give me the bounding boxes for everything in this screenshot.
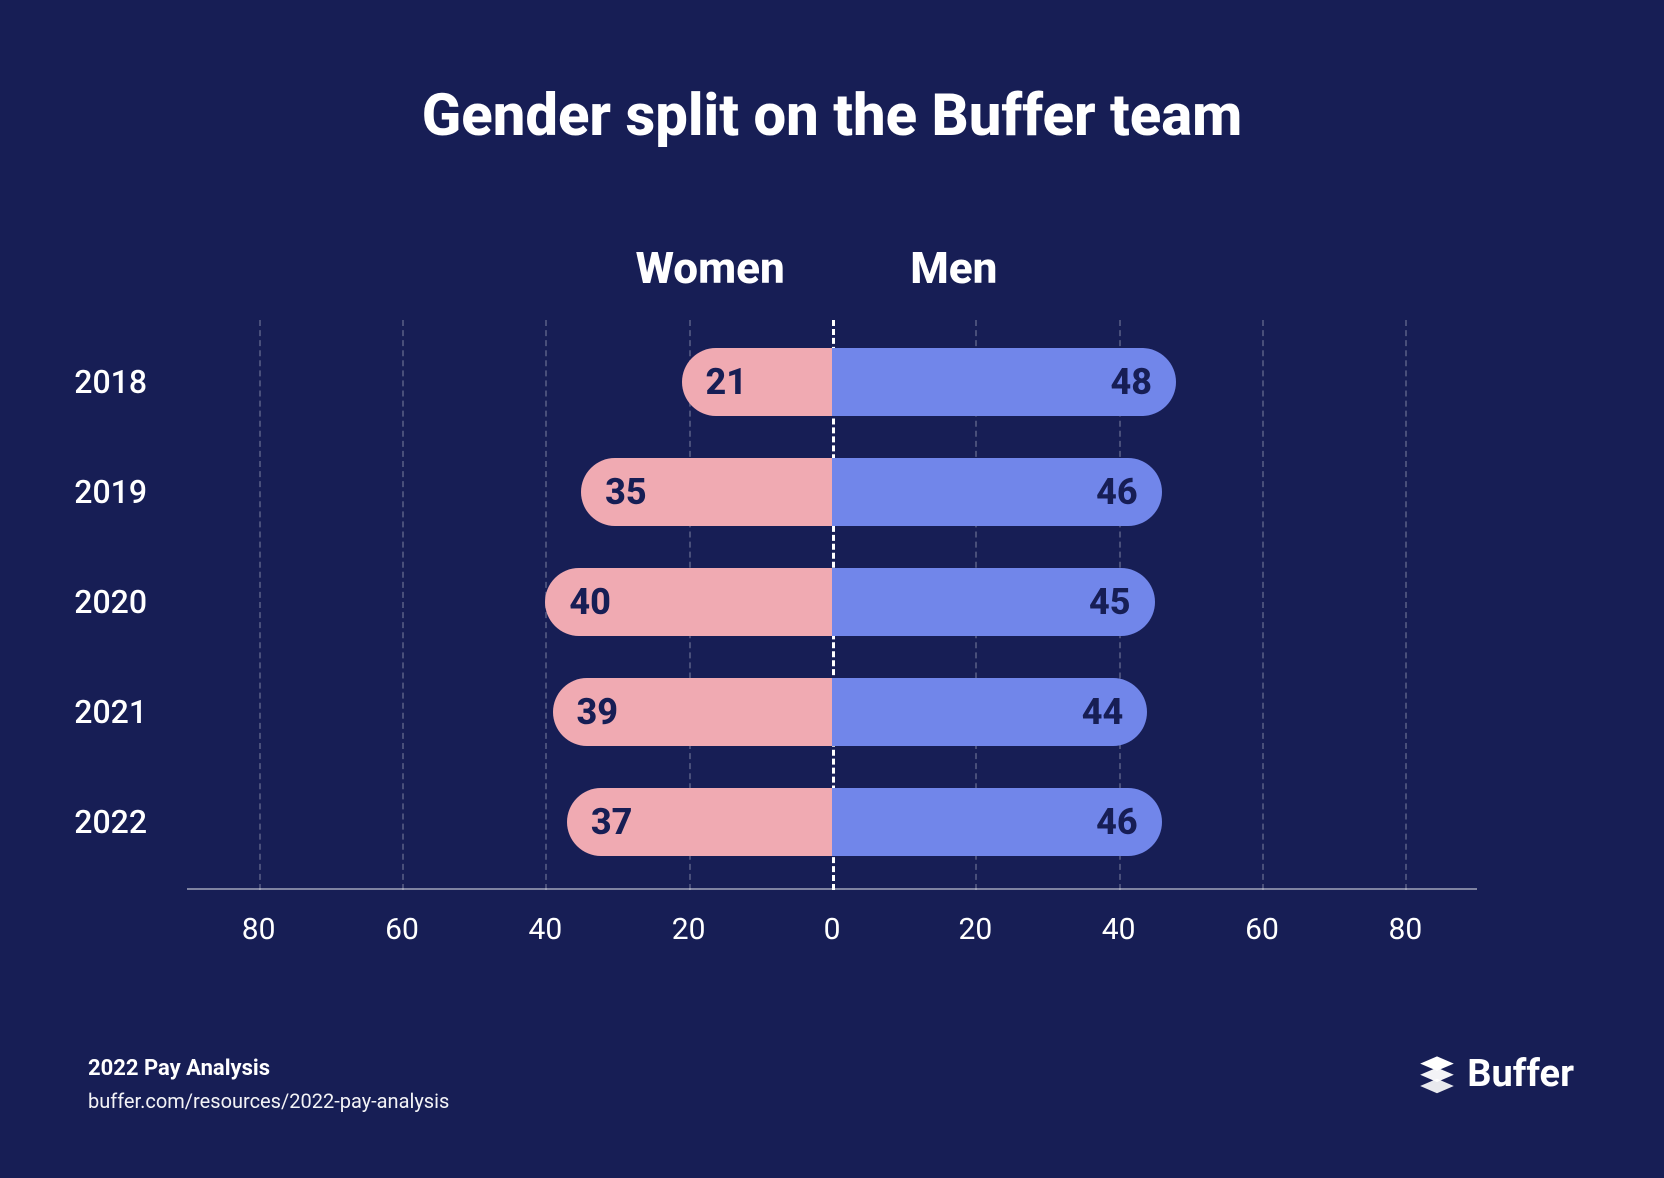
bar-row: 20204045 [187,568,1477,636]
bar-value-women: 21 [682,361,772,403]
buffer-logo-icon [1417,1054,1457,1094]
x-tick-label: 0 [824,912,841,947]
bar-row: 20193546 [187,458,1477,526]
bar-value-women: 40 [545,581,635,623]
bar-row: 20182148 [187,348,1477,416]
footer-url: buffer.com/resources/2022-pay-analysis [88,1089,449,1113]
footer-title: 2022 Pay Analysis [88,1056,449,1081]
y-axis-label: 2019 [74,473,187,511]
bar-men: 46 [832,458,1162,526]
diverging-bar-chart: WomenMen20182148201935462020404520213944… [187,320,1477,890]
x-tick-label: 40 [1102,912,1136,947]
x-tick-label: 80 [242,912,276,947]
brand: Buffer [1417,1052,1574,1096]
infographic-canvas: Gender split on the Buffer team Women Men… [0,0,1664,1178]
chart-title: Gender split on the Buffer team [0,82,1664,150]
x-tick-label: 20 [958,912,992,947]
bar-men: 44 [832,678,1147,746]
bar-men: 46 [832,788,1162,856]
y-axis-label: 2018 [74,363,187,401]
y-axis-label: 2021 [74,693,187,731]
x-tick-label: 40 [528,912,562,947]
bar-women: 40 [545,568,832,636]
x-tick-label: 60 [1245,912,1279,947]
bar-row: 20213944 [187,678,1477,746]
category-label-right: Men [910,242,997,294]
bar-value-men: 48 [1086,361,1176,403]
bar-value-women: 39 [553,691,643,733]
y-axis-label: 2020 [74,583,187,621]
bar-value-men: 46 [1072,471,1162,513]
bar-women: 39 [553,678,833,746]
bar-value-women: 37 [567,801,657,843]
bar-men: 45 [832,568,1155,636]
category-label-left: Women [636,242,785,294]
x-tick-label: 80 [1388,912,1422,947]
brand-name: Buffer [1467,1052,1574,1096]
bar-women: 37 [567,788,832,856]
y-axis-label: 2022 [74,803,187,841]
bar-men: 48 [832,348,1176,416]
bar-row: 20223746 [187,788,1477,856]
x-tick-label: 60 [385,912,419,947]
bar-value-men: 44 [1058,691,1148,733]
bar-value-men: 45 [1065,581,1155,623]
bar-women: 21 [682,348,833,416]
x-tick-label: 20 [672,912,706,947]
bar-women: 35 [581,458,832,526]
footer: 2022 Pay Analysis buffer.com/resources/2… [88,1056,449,1113]
bar-value-women: 35 [581,471,671,513]
bar-value-men: 46 [1072,801,1162,843]
